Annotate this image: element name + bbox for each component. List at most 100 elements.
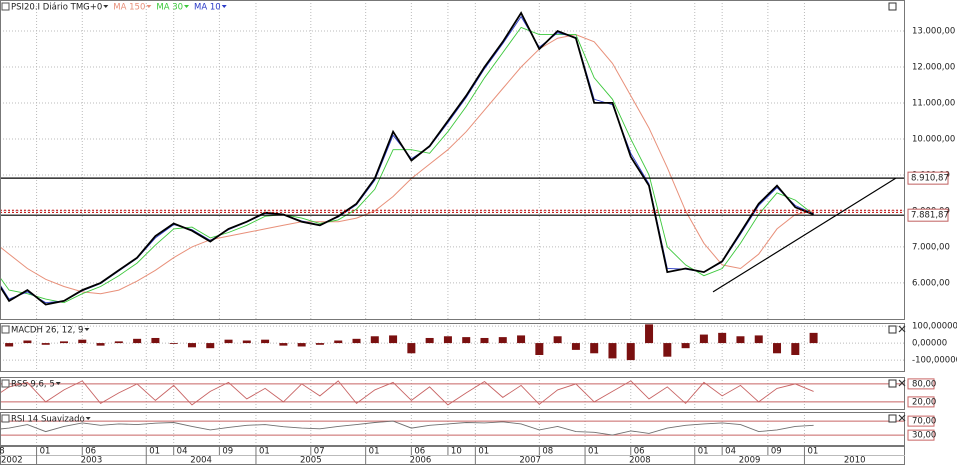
- close-button[interactable]: [898, 414, 906, 422]
- y-tick-label: 6.000,00: [912, 278, 950, 288]
- histogram-bar: [242, 340, 251, 344]
- x-tick-label: 01: [149, 447, 160, 457]
- dropdown-arrow[interactable]: [221, 5, 227, 8]
- histogram-bar: [224, 339, 233, 344]
- level-label-box: [907, 171, 949, 185]
- panel-frame: [0, 323, 905, 372]
- histogram-bar: [315, 343, 324, 345]
- dropdown-arrow[interactable]: [184, 5, 190, 8]
- panel-frame: [0, 412, 905, 446]
- histogram-bar: [206, 343, 215, 349]
- close-button[interactable]: [898, 379, 906, 387]
- dropdown-arrow[interactable]: [84, 328, 90, 331]
- maximize-button[interactable]: [888, 325, 897, 334]
- histogram-bar: [571, 343, 580, 350]
- price-line: [0, 11, 814, 306]
- indicator-line: [0, 420, 814, 436]
- year-label: 2002: [1, 456, 23, 465]
- histogram-bar: [773, 343, 782, 354]
- legend-entry[interactable]: MA 150: [113, 3, 145, 13]
- title-icon: [1, 325, 10, 334]
- histogram-bar: [133, 338, 142, 344]
- close-button[interactable]: [898, 325, 906, 333]
- y-tick-label: 30,00: [912, 431, 936, 441]
- histogram-bar: [5, 343, 14, 347]
- histogram-bar: [59, 341, 68, 344]
- x-tick-label: 06: [634, 447, 645, 457]
- level-label: 8.910,87: [911, 174, 949, 184]
- histogram-bar: [169, 343, 178, 344]
- panel-frame: [0, 0, 905, 320]
- histogram-bar: [608, 343, 617, 359]
- x-tick-label: 01: [807, 447, 818, 457]
- dropdown-arrow[interactable]: [85, 417, 91, 420]
- dropdown-arrow[interactable]: [103, 5, 109, 8]
- ma-line: [0, 26, 814, 304]
- histogram-bar: [498, 337, 507, 344]
- histogram-bar: [517, 335, 526, 344]
- year-label: 2005: [300, 456, 322, 465]
- histogram-bar: [535, 343, 544, 355]
- ma-line: [0, 34, 814, 295]
- histogram-bar: [663, 343, 672, 357]
- x-tick-label: 08: [0, 447, 5, 457]
- y-tick-label: 0,00000: [912, 339, 947, 349]
- x-tick-label: 10: [451, 447, 462, 457]
- panel-title: PSI20.I Diário TMG+0: [11, 3, 102, 13]
- panel: [0, 323, 905, 372]
- histogram-bar: [553, 336, 562, 344]
- x-tick-label: 07: [314, 447, 325, 457]
- histogram-bar: [261, 339, 270, 344]
- title-icon: [1, 414, 10, 423]
- maximize-button[interactable]: [888, 414, 897, 423]
- y-tick-label: 80,00: [912, 379, 936, 389]
- histogram-bar: [754, 335, 763, 344]
- histogram-bar: [334, 340, 343, 344]
- level-label-box: [907, 208, 949, 222]
- year-label: 2008: [629, 456, 651, 465]
- title-icon: [1, 2, 10, 11]
- panel-frame: [0, 377, 905, 410]
- x-tick-label: 01: [588, 447, 599, 457]
- year-label: 2003: [81, 456, 103, 465]
- maximize-button[interactable]: [888, 2, 897, 11]
- x-tick-label: 06: [85, 447, 96, 457]
- y-tick-label: -100,00000: [912, 356, 957, 366]
- dropdown-arrow[interactable]: [55, 382, 61, 385]
- panel-title: RSI 14 Suavizado: [11, 415, 85, 425]
- legend-entry[interactable]: MA 30: [156, 3, 183, 13]
- histogram-bar: [96, 343, 105, 346]
- x-tick-label: 01: [369, 447, 380, 457]
- y-tick-label: 100,00000: [912, 322, 957, 332]
- panel: [0, 377, 905, 410]
- histogram-bar: [78, 339, 87, 344]
- x-tick-label: 01: [259, 447, 270, 457]
- panel: [0, 0, 905, 320]
- panel: [0, 412, 905, 446]
- legend-entry[interactable]: MA 10: [194, 3, 221, 13]
- histogram-bar: [187, 343, 196, 348]
- dropdown-arrow[interactable]: [146, 5, 152, 8]
- y-tick-box: [907, 415, 935, 427]
- x-tick-label: 06: [414, 447, 425, 457]
- histogram-bar: [23, 340, 32, 344]
- x-tick-label: 09: [771, 447, 782, 457]
- x-tick-label: 08: [542, 447, 553, 457]
- title-icon: [1, 379, 10, 388]
- year-label: 2009: [739, 456, 761, 465]
- year-label: 2006: [410, 456, 432, 465]
- y-tick-label: 11.000,00: [912, 98, 955, 108]
- histogram-bar: [425, 337, 434, 344]
- maximize-button[interactable]: [888, 379, 897, 388]
- y-tick-label: 7.000,00: [912, 242, 950, 252]
- y-tick-label: 12.000,00: [912, 62, 955, 72]
- x-tick-label: 09: [222, 447, 233, 457]
- x-tick-label: 01: [478, 447, 489, 457]
- y-tick-box: [907, 396, 935, 408]
- year-label: 2010: [844, 456, 866, 465]
- histogram-bar: [151, 337, 160, 344]
- histogram-bar: [645, 324, 654, 344]
- histogram-bar: [718, 332, 727, 344]
